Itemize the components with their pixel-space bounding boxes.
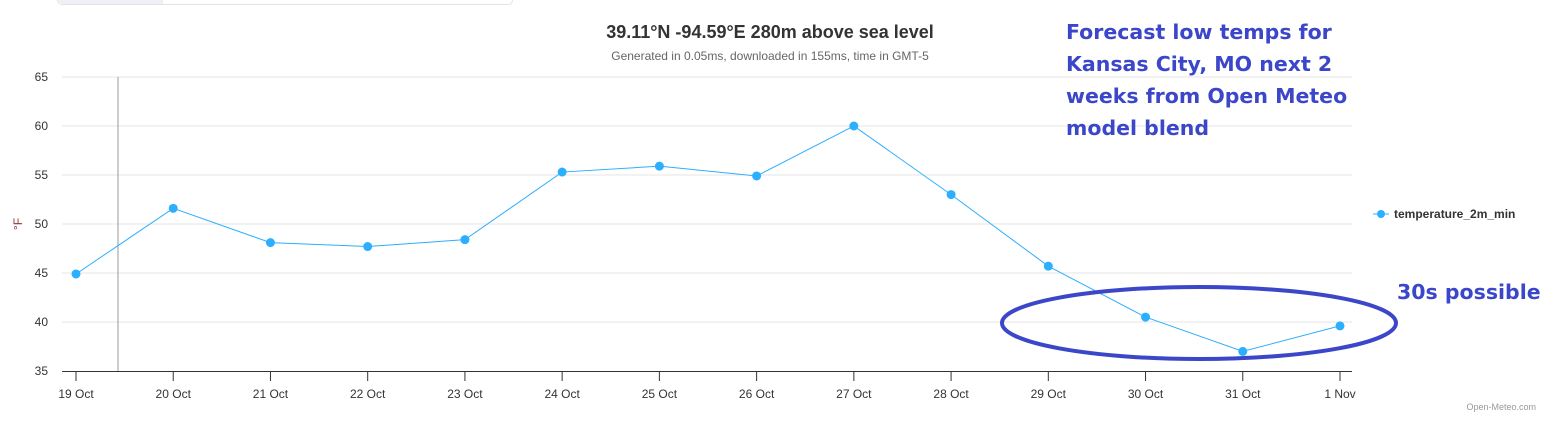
chart-title: 39.11°N -94.59°E 280m above sea level [606,22,934,42]
x-tick-label: 29 Oct [1031,387,1067,401]
x-tick-label: 21 Oct [253,387,289,401]
y-tick-label: 40 [35,315,49,329]
x-tick-label: 23 Oct [447,387,483,401]
x-tick-label: 25 Oct [642,387,678,401]
x-tick-label: 27 Oct [836,387,872,401]
x-tick-label: 1 Nov [1324,387,1355,401]
legend-label: temperature_2m_min [1394,207,1515,221]
data-point[interactable] [1335,321,1345,331]
series-line [75,125,1341,352]
data-point[interactable] [1043,261,1053,271]
data-point[interactable] [946,190,956,200]
y-tick-label: 65 [35,70,49,84]
data-point[interactable] [71,269,81,279]
callout-text: 30s possible [1397,280,1541,304]
x-tick-label: 26 Oct [739,387,775,401]
y-tick-label: 60 [35,119,49,133]
x-tick-label: 20 Oct [156,387,192,401]
data-point[interactable] [849,121,859,131]
highlight-ellipse [1000,285,1398,361]
data-point[interactable] [1238,346,1248,356]
y-tick-label: 35 [35,364,49,378]
y-tick-label: 55 [35,168,49,182]
x-tick-label: 22 Oct [350,387,386,401]
chart-subtitle: Generated in 0.05ms, downloaded in 155ms… [611,49,929,63]
active-tab-segment[interactable] [58,0,163,4]
annotation-text: Forecast low temps for Kansas City, MO n… [1066,20,1348,140]
x-tick-label: 19 Oct [58,387,94,401]
data-point[interactable] [1141,312,1151,322]
legend-item[interactable]: temperature_2m_min [1373,207,1515,221]
data-point[interactable] [460,235,470,245]
x-tick-label: 28 Oct [933,387,969,401]
credit-link[interactable]: Open-Meteo.com [1466,402,1536,412]
data-point[interactable] [265,238,275,248]
x-tick-label: 31 Oct [1225,387,1261,401]
data-point[interactable] [557,167,567,177]
data-point[interactable] [168,203,178,213]
data-point[interactable] [752,171,762,181]
x-tick-label: 24 Oct [544,387,580,401]
data-point[interactable] [363,242,373,252]
y-tick-label: 50 [35,217,49,231]
x-tick-label: 30 Oct [1128,387,1164,401]
data-point[interactable] [654,161,664,171]
y-tick-label: 45 [35,266,49,280]
y-axis-label: °F [11,218,25,230]
legend-marker [1377,210,1385,218]
